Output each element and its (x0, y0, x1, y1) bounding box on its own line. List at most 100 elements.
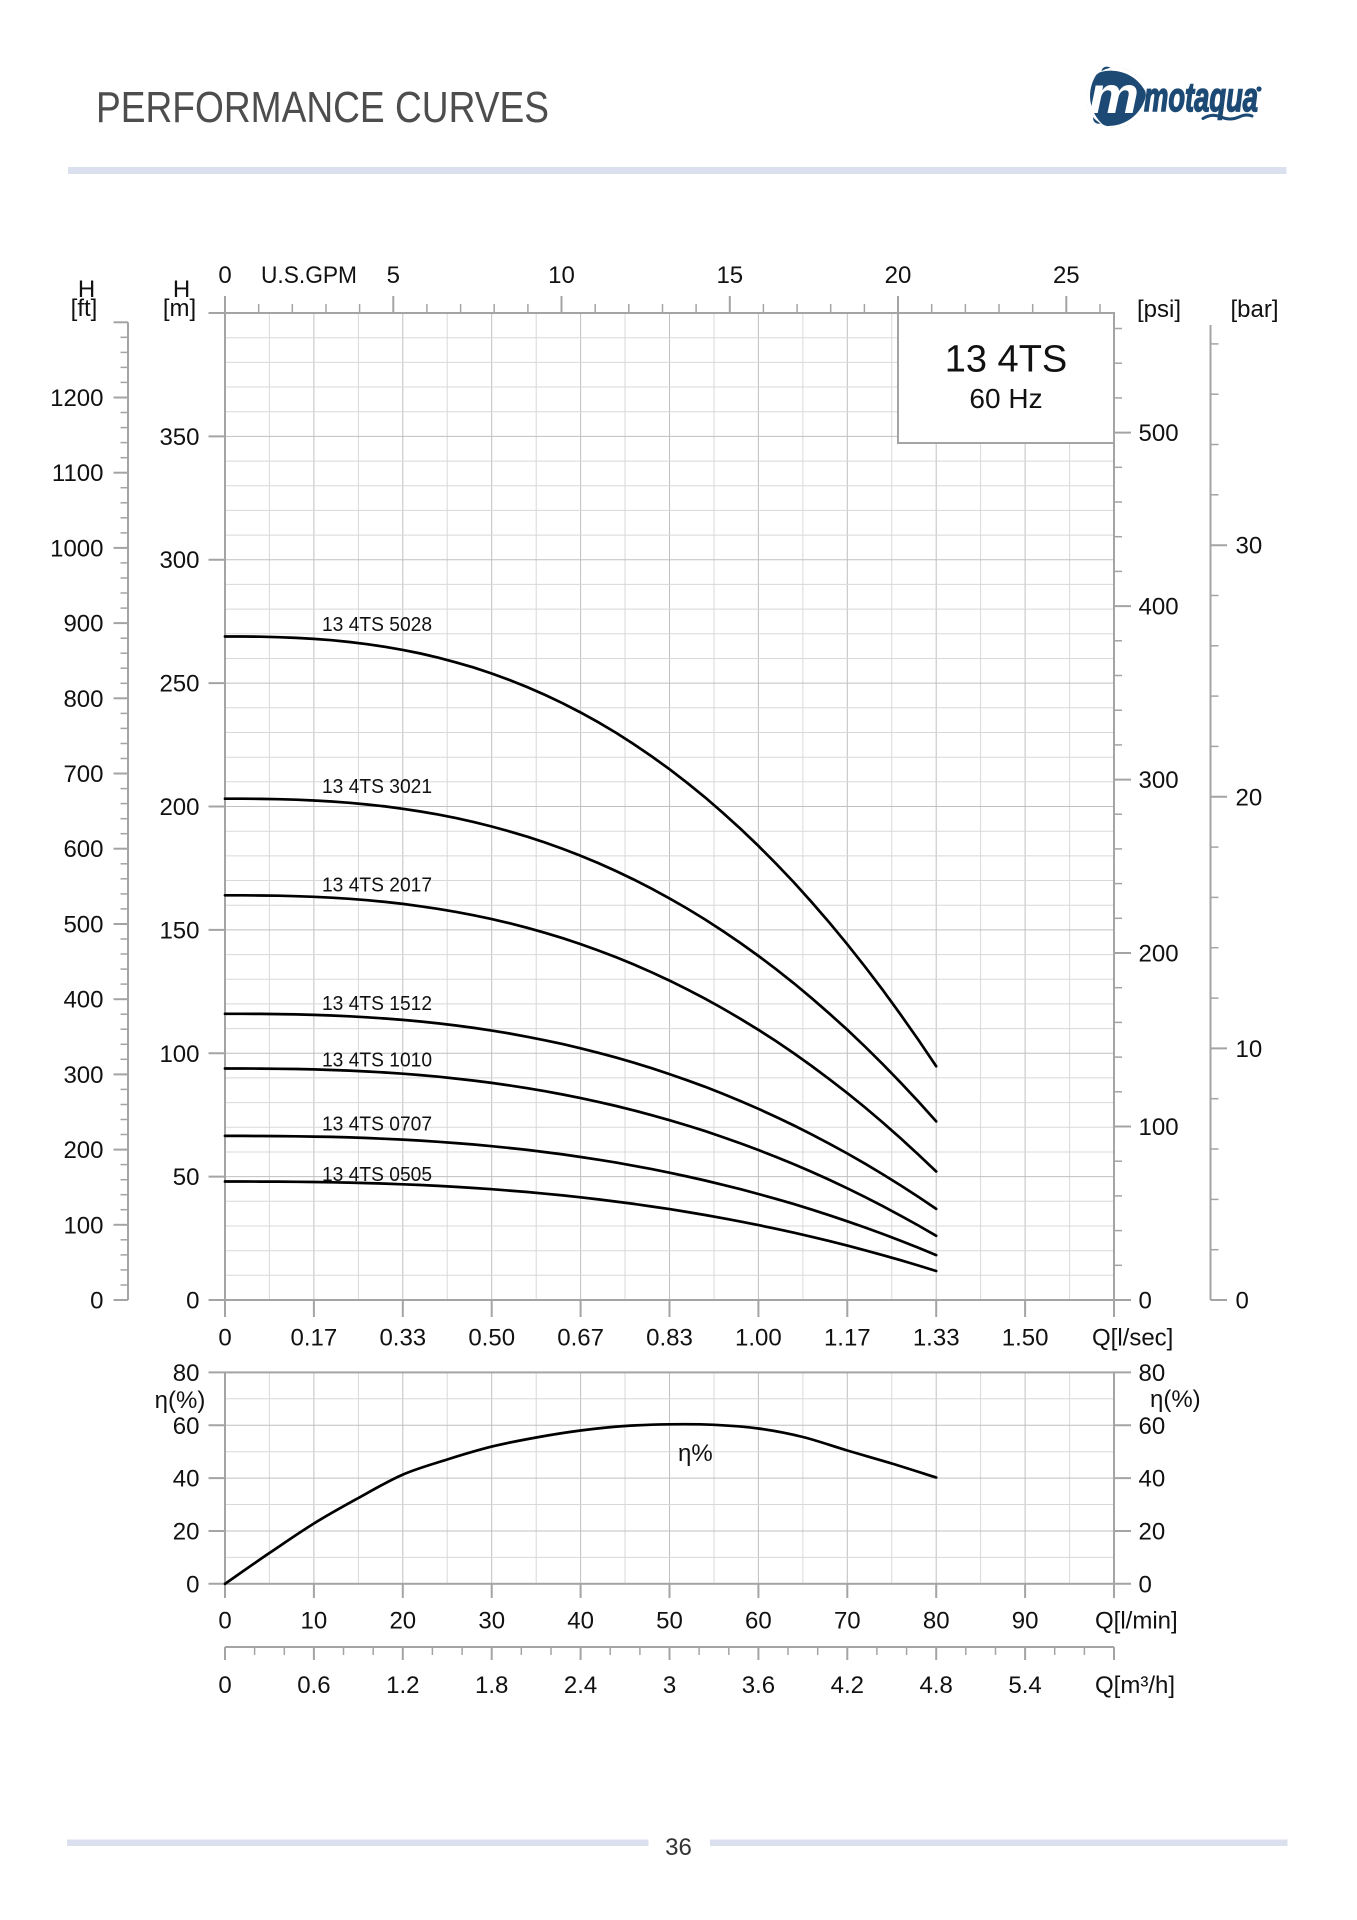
svg-text:13 4TS: 13 4TS (945, 339, 1068, 381)
svg-text:10: 10 (301, 1608, 328, 1635)
svg-text:4.2: 4.2 (831, 1672, 864, 1699)
svg-text:25: 25 (1053, 262, 1080, 289)
svg-text:40: 40 (1139, 1466, 1166, 1493)
svg-text:Q[l/sec]: Q[l/sec] (1092, 1325, 1173, 1352)
svg-text:0.50: 0.50 (468, 1325, 515, 1352)
svg-text:13 4TS 0707: 13 4TS 0707 (322, 1114, 432, 1136)
svg-text:60: 60 (745, 1608, 772, 1635)
svg-text:100: 100 (159, 1041, 199, 1068)
svg-text:0.17: 0.17 (291, 1325, 338, 1352)
svg-text:700: 700 (63, 761, 103, 788)
svg-text:350: 350 (159, 424, 199, 451)
svg-text:4.8: 4.8 (920, 1672, 953, 1699)
svg-text:900: 900 (63, 611, 103, 638)
svg-text:20: 20 (1139, 1519, 1166, 1546)
svg-text:80: 80 (923, 1608, 950, 1635)
svg-text:1100: 1100 (52, 460, 104, 487)
svg-text:80: 80 (173, 1360, 200, 1387)
svg-text:[psi]: [psi] (1137, 296, 1181, 323)
svg-text:1200: 1200 (50, 385, 103, 412)
svg-text:0.33: 0.33 (379, 1325, 426, 1352)
svg-text:0: 0 (1236, 1288, 1249, 1315)
svg-text:90: 90 (1012, 1608, 1039, 1635)
svg-text:10: 10 (1236, 1036, 1263, 1063)
svg-text:η(%): η(%) (1150, 1386, 1201, 1413)
svg-text:13 4TS 2017: 13 4TS 2017 (322, 875, 432, 897)
svg-text:3.6: 3.6 (742, 1672, 775, 1699)
svg-text:0: 0 (186, 1288, 199, 1315)
svg-text:0: 0 (218, 1608, 231, 1635)
svg-text:100: 100 (63, 1212, 103, 1239)
svg-text:Q[l/min]: Q[l/min] (1095, 1608, 1178, 1635)
svg-text:36: 36 (665, 1834, 692, 1861)
svg-text:0: 0 (218, 1325, 231, 1352)
svg-text:13 4TS 1512: 13 4TS 1512 (322, 993, 432, 1015)
svg-text:H: H (173, 276, 190, 303)
svg-text:150: 150 (159, 917, 199, 944)
svg-text:2.4: 2.4 (564, 1672, 597, 1699)
svg-text:800: 800 (63, 686, 103, 713)
svg-text:0.6: 0.6 (297, 1672, 330, 1699)
svg-text:5.4: 5.4 (1008, 1672, 1041, 1699)
svg-text:13 4TS 1010: 13 4TS 1010 (322, 1050, 432, 1072)
svg-text:η%: η% (678, 1440, 713, 1467)
svg-text:0: 0 (90, 1288, 103, 1315)
svg-text:300: 300 (1139, 767, 1179, 794)
svg-text:400: 400 (1139, 594, 1179, 621)
svg-text:40: 40 (567, 1608, 594, 1635)
svg-text:13 4TS 5028: 13 4TS 5028 (322, 614, 432, 636)
svg-text:[m]: [m] (163, 295, 196, 322)
svg-text:250: 250 (159, 671, 199, 698)
svg-text:3: 3 (663, 1672, 676, 1699)
svg-text:200: 200 (159, 794, 199, 821)
svg-text:300: 300 (159, 547, 199, 574)
svg-text:15: 15 (716, 262, 743, 289)
svg-text:500: 500 (1139, 420, 1179, 447)
svg-text:40: 40 (173, 1466, 200, 1493)
svg-text:60: 60 (1139, 1413, 1166, 1440)
svg-text:80: 80 (1139, 1360, 1166, 1387)
svg-text:1000: 1000 (50, 535, 103, 562)
svg-text:500: 500 (63, 912, 103, 939)
svg-text:10: 10 (548, 262, 575, 289)
svg-text:PERFORMANCE CURVES: PERFORMANCE CURVES (96, 83, 549, 132)
svg-text:H: H (78, 276, 95, 303)
svg-text:1.8: 1.8 (475, 1672, 508, 1699)
svg-text:1.33: 1.33 (913, 1325, 960, 1352)
svg-text:20: 20 (885, 262, 912, 289)
svg-text:[ft]: [ft] (71, 295, 98, 322)
svg-text:0.67: 0.67 (557, 1325, 604, 1352)
svg-text:13 4TS 3021: 13 4TS 3021 (322, 776, 432, 798)
svg-text:0: 0 (218, 262, 231, 289)
svg-text:30: 30 (478, 1608, 505, 1635)
svg-text:m: m (1089, 67, 1139, 125)
svg-text:0: 0 (186, 1571, 199, 1598)
svg-text:400: 400 (63, 987, 103, 1014)
svg-text:[bar]: [bar] (1230, 296, 1278, 323)
svg-text:300: 300 (63, 1062, 103, 1089)
svg-text:1.2: 1.2 (386, 1672, 419, 1699)
svg-text:1.17: 1.17 (824, 1325, 871, 1352)
svg-text:60 Hz: 60 Hz (969, 383, 1042, 414)
svg-text:1.00: 1.00 (735, 1325, 782, 1352)
svg-text:1.50: 1.50 (1002, 1325, 1049, 1352)
svg-text:0: 0 (1139, 1571, 1152, 1598)
svg-text:600: 600 (63, 836, 103, 863)
svg-text:5: 5 (387, 262, 400, 289)
svg-text:20: 20 (1236, 784, 1263, 811)
svg-text:100: 100 (1139, 1114, 1179, 1141)
svg-text:20: 20 (389, 1608, 416, 1635)
svg-text:13 4TS 0505: 13 4TS 0505 (322, 1164, 432, 1186)
svg-text:60: 60 (173, 1413, 200, 1440)
svg-text:η(%): η(%) (155, 1387, 206, 1414)
svg-text:U.S.GPM: U.S.GPM (261, 262, 357, 289)
svg-text:200: 200 (1139, 941, 1179, 968)
svg-text:0: 0 (218, 1672, 231, 1699)
svg-text:50: 50 (173, 1164, 200, 1191)
svg-text:Q[m³/h]: Q[m³/h] (1095, 1672, 1175, 1699)
svg-text:200: 200 (63, 1137, 103, 1164)
svg-text:motaqua: motaqua (1144, 74, 1258, 120)
svg-text:50: 50 (656, 1608, 683, 1635)
svg-text:0.83: 0.83 (646, 1325, 693, 1352)
svg-text:20: 20 (173, 1519, 200, 1546)
